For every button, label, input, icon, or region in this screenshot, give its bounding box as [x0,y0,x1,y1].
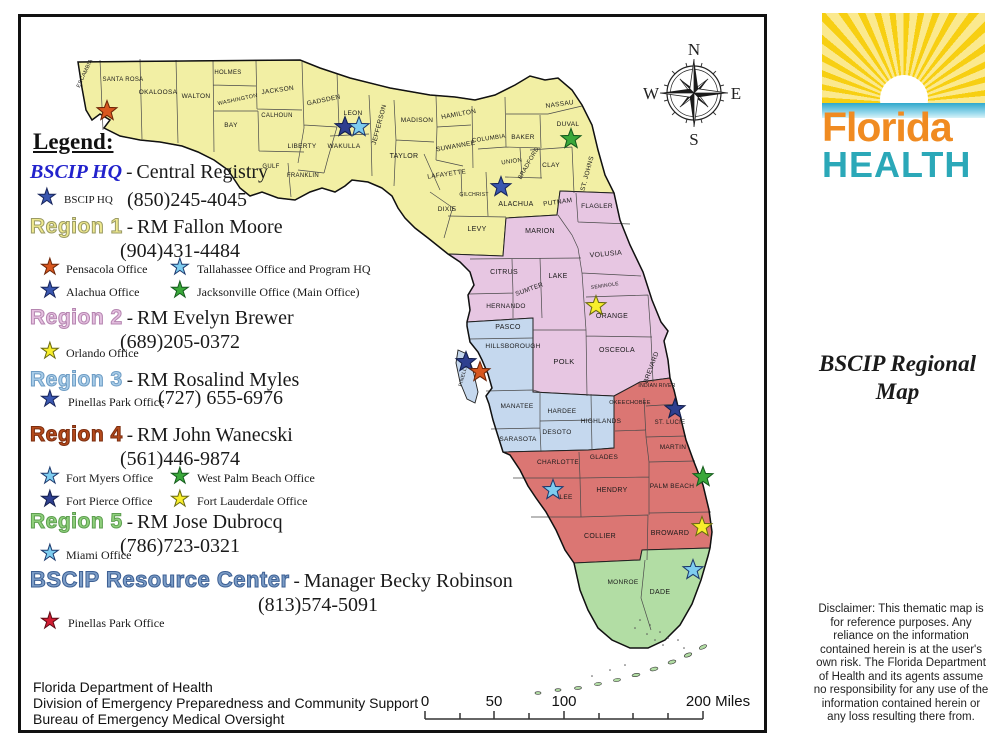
county-label-calhoun: CALHOUN [261,113,292,119]
scale-label-0: 0 [421,693,429,710]
county-label-taylor: TAYLOR [390,153,419,160]
scale-label-100: 100 [551,693,576,710]
county-label-martin: MARTIN [660,444,687,451]
county-label-glades: GLADES [590,454,619,461]
logo-florida-text: Florida [822,104,953,150]
county-label-okaloosa: OKALOOSA [139,89,178,96]
footer-line-2: Division of Emergency Preparedness and C… [33,695,419,711]
region-5-area [573,547,711,649]
county-label-dixie: DIXIE [438,206,457,213]
sun-rays-graphic [822,13,985,103]
county-label-marion: MARION [525,228,555,235]
county-label-polk: POLK [553,357,574,366]
footer-line-3: Bureau of Emergency Medical Oversight [33,711,285,727]
map-title-line-1: BSCIP Regional [819,351,976,376]
water-stripe [822,103,985,118]
county-borders [99,58,712,631]
county-label-union: UNION [501,158,522,167]
scale-label-50: 50 [486,693,503,710]
florida-health-logo: Florida HEALTH [822,13,985,184]
county-label-flagler: FLAGLER [581,203,613,210]
county-label-hillsborough: HILLSBOROUGH [485,343,540,350]
county-label-jackson: JACKSON [261,85,294,96]
department-footer: Florida Department of Health Division of… [33,679,418,727]
scale-label-200-miles: 200 Miles [686,693,750,710]
county-label-hardee: HARDEE [548,408,577,415]
county-label-dade: DADE [650,589,671,596]
county-label-wakulla: WAKULLA [328,143,361,150]
compass-e: E [731,84,741,103]
county-label-liberty: LIBERTY [287,143,316,150]
county-label-hendry: HENDRY [596,487,627,494]
county-label-hernando: HERNANDO [486,303,526,310]
scale-bar-labels: 0 50 100 200 Miles [421,693,750,710]
sun-icon [880,75,928,103]
county-label-leon: LEON [344,110,363,117]
compass-rose: N E S W [643,40,741,149]
county-label-clay: CLAY [542,162,560,169]
county-label-okeechobee: OKEECHOBEE [609,400,651,406]
county-label-osceola: OSCEOLA [599,347,635,354]
county-label-gulf: GULF [262,164,279,170]
county-label-volusia: VOLUSIA [589,250,622,260]
disclaimer-text: Disclaimer: This thematic map is for ref… [813,603,989,723]
county-label-holmes: HOLMES [214,70,241,76]
county-label-sarasota: SARASOTA [499,436,537,443]
county-label-santa-rosa: SANTA ROSA [103,77,144,83]
florida-keys [534,644,708,695]
footer-line-1: Florida Department of Health [33,679,213,695]
county-label-columbia: COLUMBIA [472,134,506,145]
map-frame [18,14,767,733]
county-label-levy: LEVY [467,226,486,233]
county-label-duval: DUVAL [557,121,580,128]
county-label-desoto: DESOTO [542,429,571,436]
county-label-monroe: MONROE [607,579,638,586]
county-label-collier: COLLIER [584,533,616,540]
county-label-franklin: FRANKLIN [287,173,319,179]
county-label-indian-river: INDIAN RIVER [638,383,675,389]
state-outline [77,59,713,649]
county-label-st-lucie: ST. LUCIE [655,420,686,426]
county-label-walton: WALTON [182,93,211,100]
county-label-baker: BAKER [511,134,535,141]
small-islands [591,619,685,677]
county-label-pasco: PASCO [495,324,521,331]
county-label-palm-beach: PALM BEACH [650,483,694,490]
county-label-madison: MADISON [401,117,433,124]
county-label-lee: LEE [559,494,573,501]
compass-n: N [688,40,700,59]
county-label-nassau: NASSAU [545,99,574,110]
county-label-putnam: PUTNAM [543,197,573,208]
map-title-line-2: Map [875,379,920,404]
county-label-seminole: SEMINOLE [590,281,619,291]
scale-bar [424,711,704,720]
compass-s: S [689,130,698,149]
county-label-charlotte: CHARLOTTE [537,459,579,466]
county-label-bay: BAY [224,122,238,129]
county-label-orange: ORANGE [596,313,628,320]
county-label-gilchrist: GILCHRIST [459,192,488,198]
county-label-broward: BROWARD [651,530,689,537]
county-label-citrus: CITRUS [490,269,518,276]
logo-health-text: HEALTH [822,144,972,185]
county-label-manatee: MANATEE [500,403,533,410]
compass-w: W [643,84,660,103]
county-label-alachua: ALACHUA [498,201,533,208]
map-title: BSCIP Regional Map [800,350,995,406]
county-label-highlands: HIGHLANDS [581,418,622,425]
county-label-lake: LAKE [548,273,567,280]
